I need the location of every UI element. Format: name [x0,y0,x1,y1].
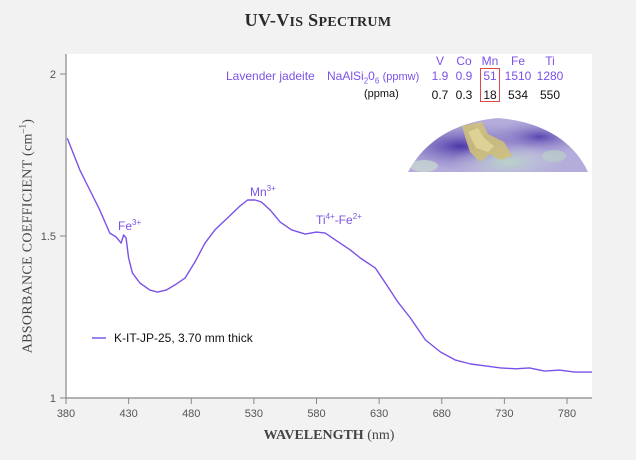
element-header-v: V [435,54,444,68]
x-tick-label: 680 [433,408,451,420]
y-tick-label: 1.5 [41,231,56,243]
y-tick-label: 2 [50,69,56,81]
chart-title: UV-VIS SPECTRUM [244,10,392,30]
annotation-fe3: Fe3+ [118,218,142,233]
x-tick-label: 430 [119,408,137,420]
ppma-value-fe: 534 [507,88,529,102]
ppma-value-mn: 18 [483,88,497,102]
ppmw-value-ti: 1280 [536,69,564,83]
ppma-value-v: 0.7 [431,88,449,102]
legend: K-IT-JP-25, 3.70 mm thick [92,331,253,345]
ppma-value-ti: 550 [539,88,561,102]
x-tick-label: 380 [57,408,75,420]
x-tick-label: 780 [558,408,576,420]
x-tick-label: 480 [182,408,200,420]
ppmw-value-v: 1.9 [431,69,449,83]
legend-swatch [92,337,106,339]
element-header-co: Co [456,54,472,68]
ppma-label: (ppma) [364,88,399,100]
ppmw-value-fe: 1510 [504,69,532,83]
x-axis-label: WAVELENGTH (nm) [263,428,395,443]
element-header-mn: Mn [481,54,499,68]
ppmw-value-co: 0.9 [455,69,473,83]
annotation-mn3: Mn3+ [250,184,276,199]
jadeite-gem-image [408,118,588,172]
element-header-fe: Fe [510,54,525,68]
x-tick-label: 630 [370,408,388,420]
element-header-ti: Ti [545,54,555,68]
mn-highlight-box [480,68,500,102]
x-tick-label: 530 [245,408,263,420]
spectrum-line [66,137,592,373]
annotation-ti-fe: Ti4+-Fe2+ [316,212,362,227]
ppma-value-co: 0.3 [455,88,473,102]
sample-name: Lavender jadeite [226,69,315,83]
x-tick-label: 730 [495,408,513,420]
y-tick-label: 1 [50,393,56,405]
formula-label: NaAlSi206 (ppmw) [327,69,420,86]
y-axis-label: ABSORBANCE COEFFICIENT (cm–1) [17,118,36,354]
plot-area [66,54,592,398]
legend-label: K-IT-JP-25, 3.70 mm thick [114,331,253,345]
ppmw-value-mn: 51 [483,69,497,83]
x-tick-label: 580 [307,408,325,420]
